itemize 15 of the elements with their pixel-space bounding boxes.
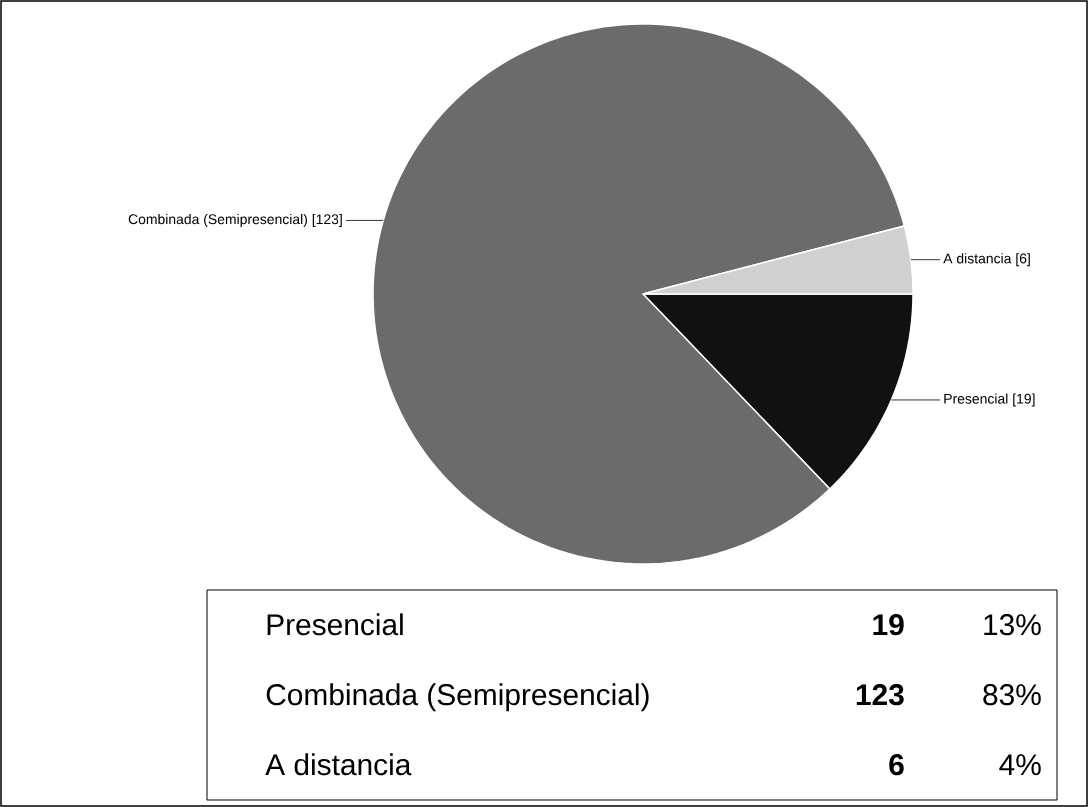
- category-label: Presencial: [267, 613, 403, 636]
- text: 123: [856, 684, 904, 706]
- text: 83%: [983, 684, 1041, 706]
- text: 19: [873, 614, 904, 636]
- category-label: A distancia: [265, 753, 412, 776]
- data-label: [19]: [1013, 393, 1035, 407]
- text: 13%: [984, 614, 1041, 636]
- data-label: [123]: [312, 213, 342, 227]
- data-label: [6]: [1016, 253, 1030, 267]
- slice-label: Combinada (Semipresencial): [266, 683, 649, 712]
- slice-label: Combinada (Semipresencial): [128, 213, 307, 227]
- slice-label: Presencial: [944, 393, 1008, 404]
- text: 6: [889, 754, 904, 776]
- text: 4%: [999, 754, 1041, 776]
- slice-label: A distancia: [943, 253, 1012, 264]
